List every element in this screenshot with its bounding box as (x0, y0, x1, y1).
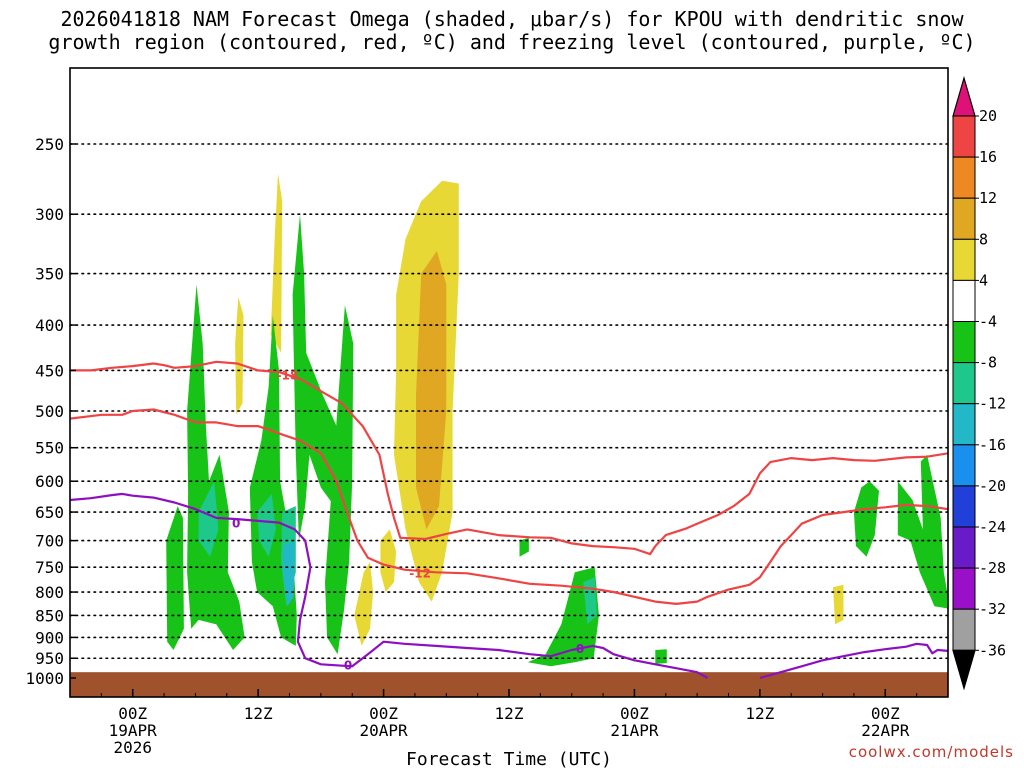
colorbar-swatch (952, 197, 976, 240)
omega-shading-layer (166, 173, 948, 667)
colorbar-swatch (952, 567, 976, 610)
colorbar-swatch (952, 238, 976, 281)
colorbar-swatch (952, 526, 976, 569)
colorbar-swatch (952, 115, 976, 158)
axes-layer: 250 300 350 400 450 500 550 600 650 700 750 800 850 9… (25, 67, 949, 757)
colorbar-label: 12 (979, 189, 997, 207)
omega-region-negative-4-7 (166, 506, 184, 650)
colorbar-label: -4 (979, 313, 997, 331)
omega-region-negative-8-17 (198, 481, 219, 557)
contour-line-freezing-5 (759, 642, 948, 680)
x-tick-date: 20APR (359, 721, 408, 740)
page-title: 2026041818 NAM Forecast Omega (shaded, μ… (0, 8, 1024, 54)
omega-region-negative-4-10 (292, 214, 343, 541)
omega-region-negative-12-21 (283, 540, 295, 607)
x-tick-label: 00Z (369, 704, 398, 723)
colorbar-label: -20 (979, 477, 1006, 495)
plot-frame (69, 67, 949, 698)
colorbar-label: 20 (979, 107, 997, 125)
colorbar-label: 4 (979, 271, 988, 289)
colorbar-bottom-arrow (952, 649, 976, 691)
x-axis-label: Forecast Time (UTC) (406, 749, 612, 768)
colorbar-label: -28 (979, 559, 1006, 577)
omega-region-negative-4-8 (187, 284, 245, 650)
y-tick-label-900: 900 (35, 628, 64, 647)
grid-layer (69, 143, 949, 660)
y-tick-label-850: 850 (35, 606, 64, 625)
colorbar-swatch (952, 485, 976, 528)
omega-region-positive-4-1 (235, 297, 244, 415)
colorbar-label: -16 (979, 436, 1006, 454)
omega-region-negative-4-13 (519, 537, 529, 557)
contour-line-0-2 (70, 492, 709, 679)
title-line-2: growth region (contoured, red, ºC) and f… (48, 30, 976, 54)
x-tick-label: 12Z (495, 704, 524, 723)
y-tick-label-650: 650 (35, 503, 64, 522)
y-tick-label-550: 550 (35, 439, 64, 458)
contour-label: -12 (409, 566, 431, 580)
y-tick-label-750: 750 (35, 558, 64, 577)
colorbar-swatch (952, 279, 976, 322)
y-tick-label-450: 450 (35, 361, 64, 380)
x-tick-date: 21APR (610, 721, 659, 740)
colorbar-swatch (952, 156, 976, 199)
colorbar-label: -24 (979, 518, 1006, 536)
y-tick-label-600: 600 (35, 472, 64, 491)
contour-line--12-1 (70, 408, 948, 605)
contour-label: 0 (576, 642, 584, 656)
omega-region-positive-8-3 (416, 250, 447, 530)
colorbar-swatch (952, 608, 976, 651)
colorbar: 20 16 12 8 4 -4 -8 -12 -16 -20 -24 -28 -32 -36 (952, 75, 1006, 691)
x-tick-label: 12Z (745, 704, 774, 723)
omega-region-positive-4-4 (354, 562, 374, 646)
colorbar-top-arrow (952, 75, 976, 117)
x-tick-label: 12Z (244, 704, 273, 723)
omega-region-negative-4-16 (897, 454, 948, 609)
y-tick-label-300: 300 (35, 205, 64, 224)
x-tick-label: 00Z (118, 704, 147, 723)
colorbar-swatch (952, 444, 976, 487)
x-tick-label: 00Z (871, 704, 900, 723)
contour-label: -18 (277, 369, 299, 383)
contour-label: 0 (232, 517, 240, 531)
y-tick-label-700: 700 (35, 532, 64, 551)
y-tick-label-1000: 1000 (25, 669, 64, 688)
x-tick-year: 2026 (113, 738, 152, 757)
omega-region-positive-4-5 (380, 529, 397, 592)
y-tick-label-800: 800 (35, 583, 64, 602)
colorbar-label: -36 (979, 641, 1006, 659)
y-tick-label-400: 400 (35, 316, 64, 335)
colorbar-label: -32 (979, 600, 1006, 618)
title-line-1: 2026041818 NAM Forecast Omega (shaded, μ… (60, 7, 964, 31)
omega-region-positive-4-6 (833, 584, 844, 625)
y-tick-label-250: 250 (35, 135, 64, 154)
colorbar-label: -8 (979, 354, 997, 372)
y-tick-label-500: 500 (35, 402, 64, 421)
omega-region-negative-4-14 (655, 649, 667, 664)
credit-label: coolwx.com/models (848, 743, 1014, 761)
x-tick-label: 00Z (620, 704, 649, 723)
colorbar-label: 8 (979, 230, 988, 248)
contour-label: 0 (344, 658, 352, 672)
omega-region-negative-4-15 (853, 481, 879, 557)
x-tick-date: 22APR (861, 721, 910, 740)
colorbar-swatch (952, 403, 976, 446)
contour-line--18-0 (70, 360, 948, 556)
y-tick-label-950: 950 (35, 649, 64, 668)
x-tick-date: 19APR (109, 721, 158, 740)
colorbar-swatch (952, 321, 976, 364)
colorbar-swatch (952, 362, 976, 405)
contour-layer: -18 -12 0 0 0 (70, 360, 948, 680)
colorbar-label: 16 (979, 148, 997, 166)
colorbar-label: -12 (979, 395, 1006, 413)
omega-region-positive-4-0 (270, 173, 283, 353)
y-tick-label-350: 350 (35, 265, 64, 284)
